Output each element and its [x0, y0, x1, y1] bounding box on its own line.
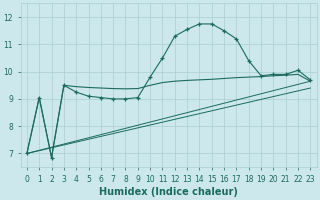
X-axis label: Humidex (Indice chaleur): Humidex (Indice chaleur)	[99, 187, 238, 197]
